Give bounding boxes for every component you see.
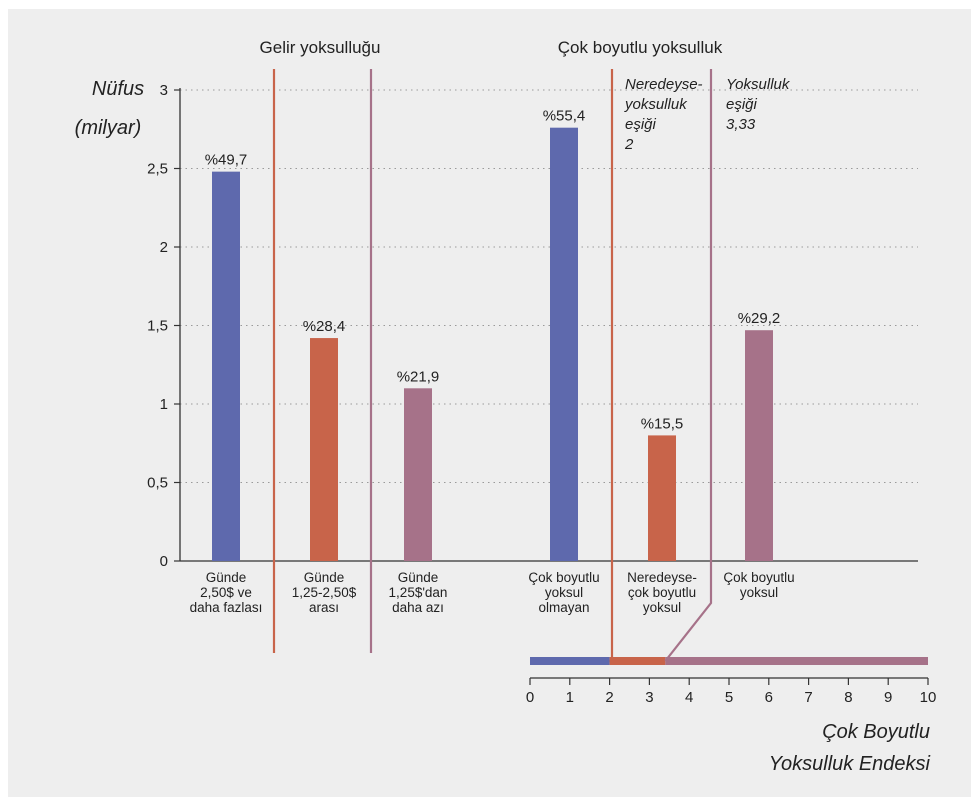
index-segment	[530, 657, 610, 665]
y-tick-label: 1	[160, 396, 168, 413]
bar	[310, 338, 338, 561]
section-title-income: Gelir yoksulluğu	[260, 38, 381, 57]
threshold-line	[609, 69, 614, 663]
threshold-label: Neredeyse-	[625, 76, 703, 93]
bar-data-label: %29,2	[738, 310, 781, 327]
threshold-label: 2	[624, 136, 634, 153]
y-axis-title: (milyar)	[75, 117, 142, 139]
category-label: daha azı	[392, 600, 444, 615]
bar-data-label: %55,4	[543, 108, 586, 125]
category-label: yoksul	[545, 585, 583, 600]
index-tick-label: 10	[920, 689, 937, 706]
category-label: 1,25$'dan	[389, 585, 448, 600]
category-label: 2,50$ ve	[200, 585, 252, 600]
chart-frame: 0 0,5 1 1,5 2 2,5 3 Nüfus (milyar) Gelir yoksullu…	[8, 9, 971, 797]
bar-data-label: %21,9	[397, 368, 440, 385]
threshold-label: eşiği	[726, 96, 758, 113]
index-tick-label: 6	[765, 689, 773, 706]
bar	[550, 127, 578, 562]
category-label: Günde	[304, 570, 345, 585]
bar-data-label: %15,5	[641, 415, 684, 432]
category-label: Çok boyutlu	[528, 570, 599, 585]
category-label: yoksul	[643, 600, 681, 615]
y-tick-label: 2,5	[147, 161, 168, 178]
threshold-label: Yoksulluk	[726, 76, 791, 93]
index-segment	[609, 657, 666, 665]
category-label: Çok boyutlu	[723, 570, 794, 585]
index-segment	[665, 657, 928, 665]
bar	[745, 330, 773, 561]
category-label: Günde	[398, 570, 439, 585]
category-label: Günde	[206, 570, 247, 585]
threshold-label: eşiği	[625, 116, 657, 133]
bar	[404, 388, 432, 561]
index-tick-label: 2	[605, 689, 613, 706]
y-axis-title: Nüfus	[92, 78, 144, 100]
threshold-line	[664, 69, 713, 662]
index-tick-label: 5	[725, 689, 733, 706]
bar-data-label: %49,7	[205, 152, 248, 169]
y-tick-label: 0	[160, 553, 168, 570]
threshold-label: yoksulluk	[624, 96, 688, 113]
index-tick-label: 3	[645, 689, 653, 706]
index-axis-title: Çok Boyutlu	[822, 721, 930, 743]
bar	[648, 435, 676, 561]
index-axis-title: Yoksulluk Endeksi	[769, 753, 931, 775]
category-label: çok boyutlu	[628, 585, 696, 600]
index-tick-label: 0	[526, 689, 534, 706]
category-label: daha fazlası	[190, 600, 263, 615]
y-tick-label: 3	[160, 82, 168, 99]
index-tick-label: 1	[566, 689, 574, 706]
y-tick-label: 2	[160, 239, 168, 256]
section-title-multidim: Çok boyutlu yoksulluk	[558, 38, 723, 57]
category-label: 1,25-2,50$	[292, 585, 357, 600]
index-tick-label: 9	[884, 689, 892, 706]
index-tick-label: 7	[804, 689, 812, 706]
threshold-label: 3,33	[726, 116, 756, 133]
index-tick-label: 8	[844, 689, 852, 706]
bar-data-label: %28,4	[303, 318, 346, 335]
index-tick-label: 4	[685, 689, 693, 706]
category-label: olmayan	[538, 600, 589, 615]
category-label: Neredeyse-	[627, 570, 697, 585]
poverty-chart: 0 0,5 1 1,5 2 2,5 3 Nüfus (milyar) Gelir yoksullu…	[75, 38, 937, 775]
category-label: yoksul	[740, 585, 778, 600]
y-tick-label: 0,5	[147, 475, 168, 492]
bar	[212, 171, 240, 561]
category-label: arası	[309, 600, 339, 615]
y-tick-label: 1,5	[147, 318, 168, 335]
